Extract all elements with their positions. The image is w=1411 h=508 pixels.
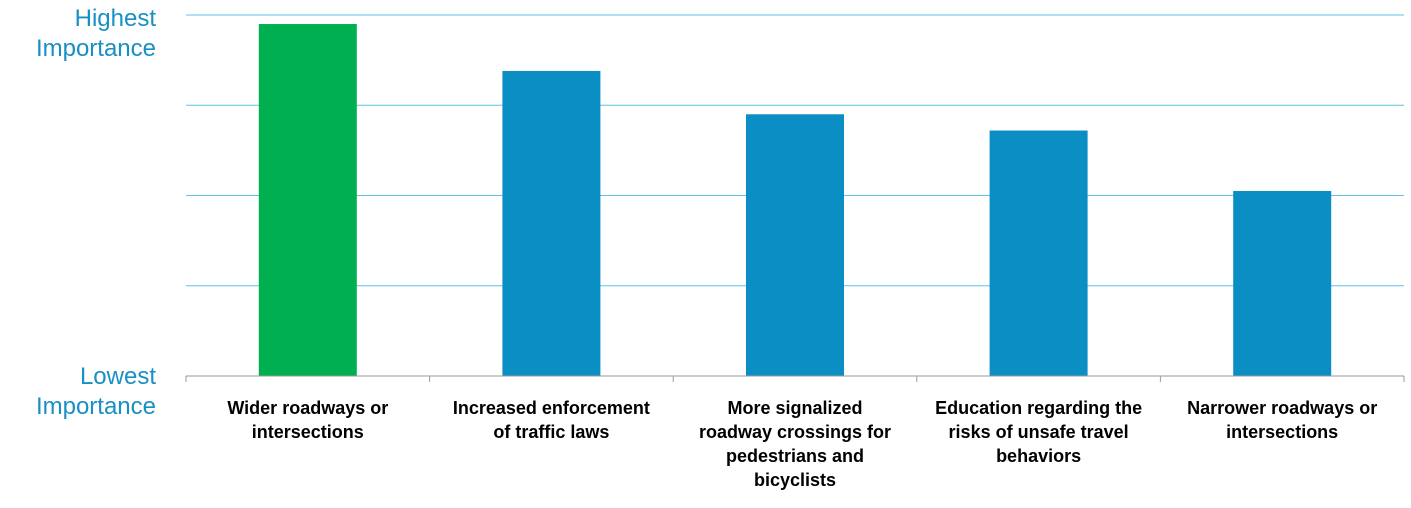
bar-1 <box>258 24 357 377</box>
bar-3 <box>746 114 844 377</box>
category-label-5: Narrower roadways or intersections <box>1187 398 1378 442</box>
category-label-3: More signalized roadway crossings for pe… <box>698 398 892 490</box>
y-axis-bottom-label: Lowest Importance <box>35 363 156 420</box>
bar-4 <box>989 130 1088 376</box>
category-label-2: Increased enforcement of traffic laws <box>452 398 650 442</box>
bar-2 <box>502 70 601 376</box>
bar-5 <box>1233 190 1332 376</box>
x-axis <box>185 375 1405 382</box>
category-label-1: Wider roadways or intersections <box>227 398 389 442</box>
y-axis-top-label: Highest Importance <box>35 5 156 62</box>
bars <box>258 24 1332 377</box>
category-label-4: Education regarding the risks of unsafe … <box>935 398 1143 466</box>
